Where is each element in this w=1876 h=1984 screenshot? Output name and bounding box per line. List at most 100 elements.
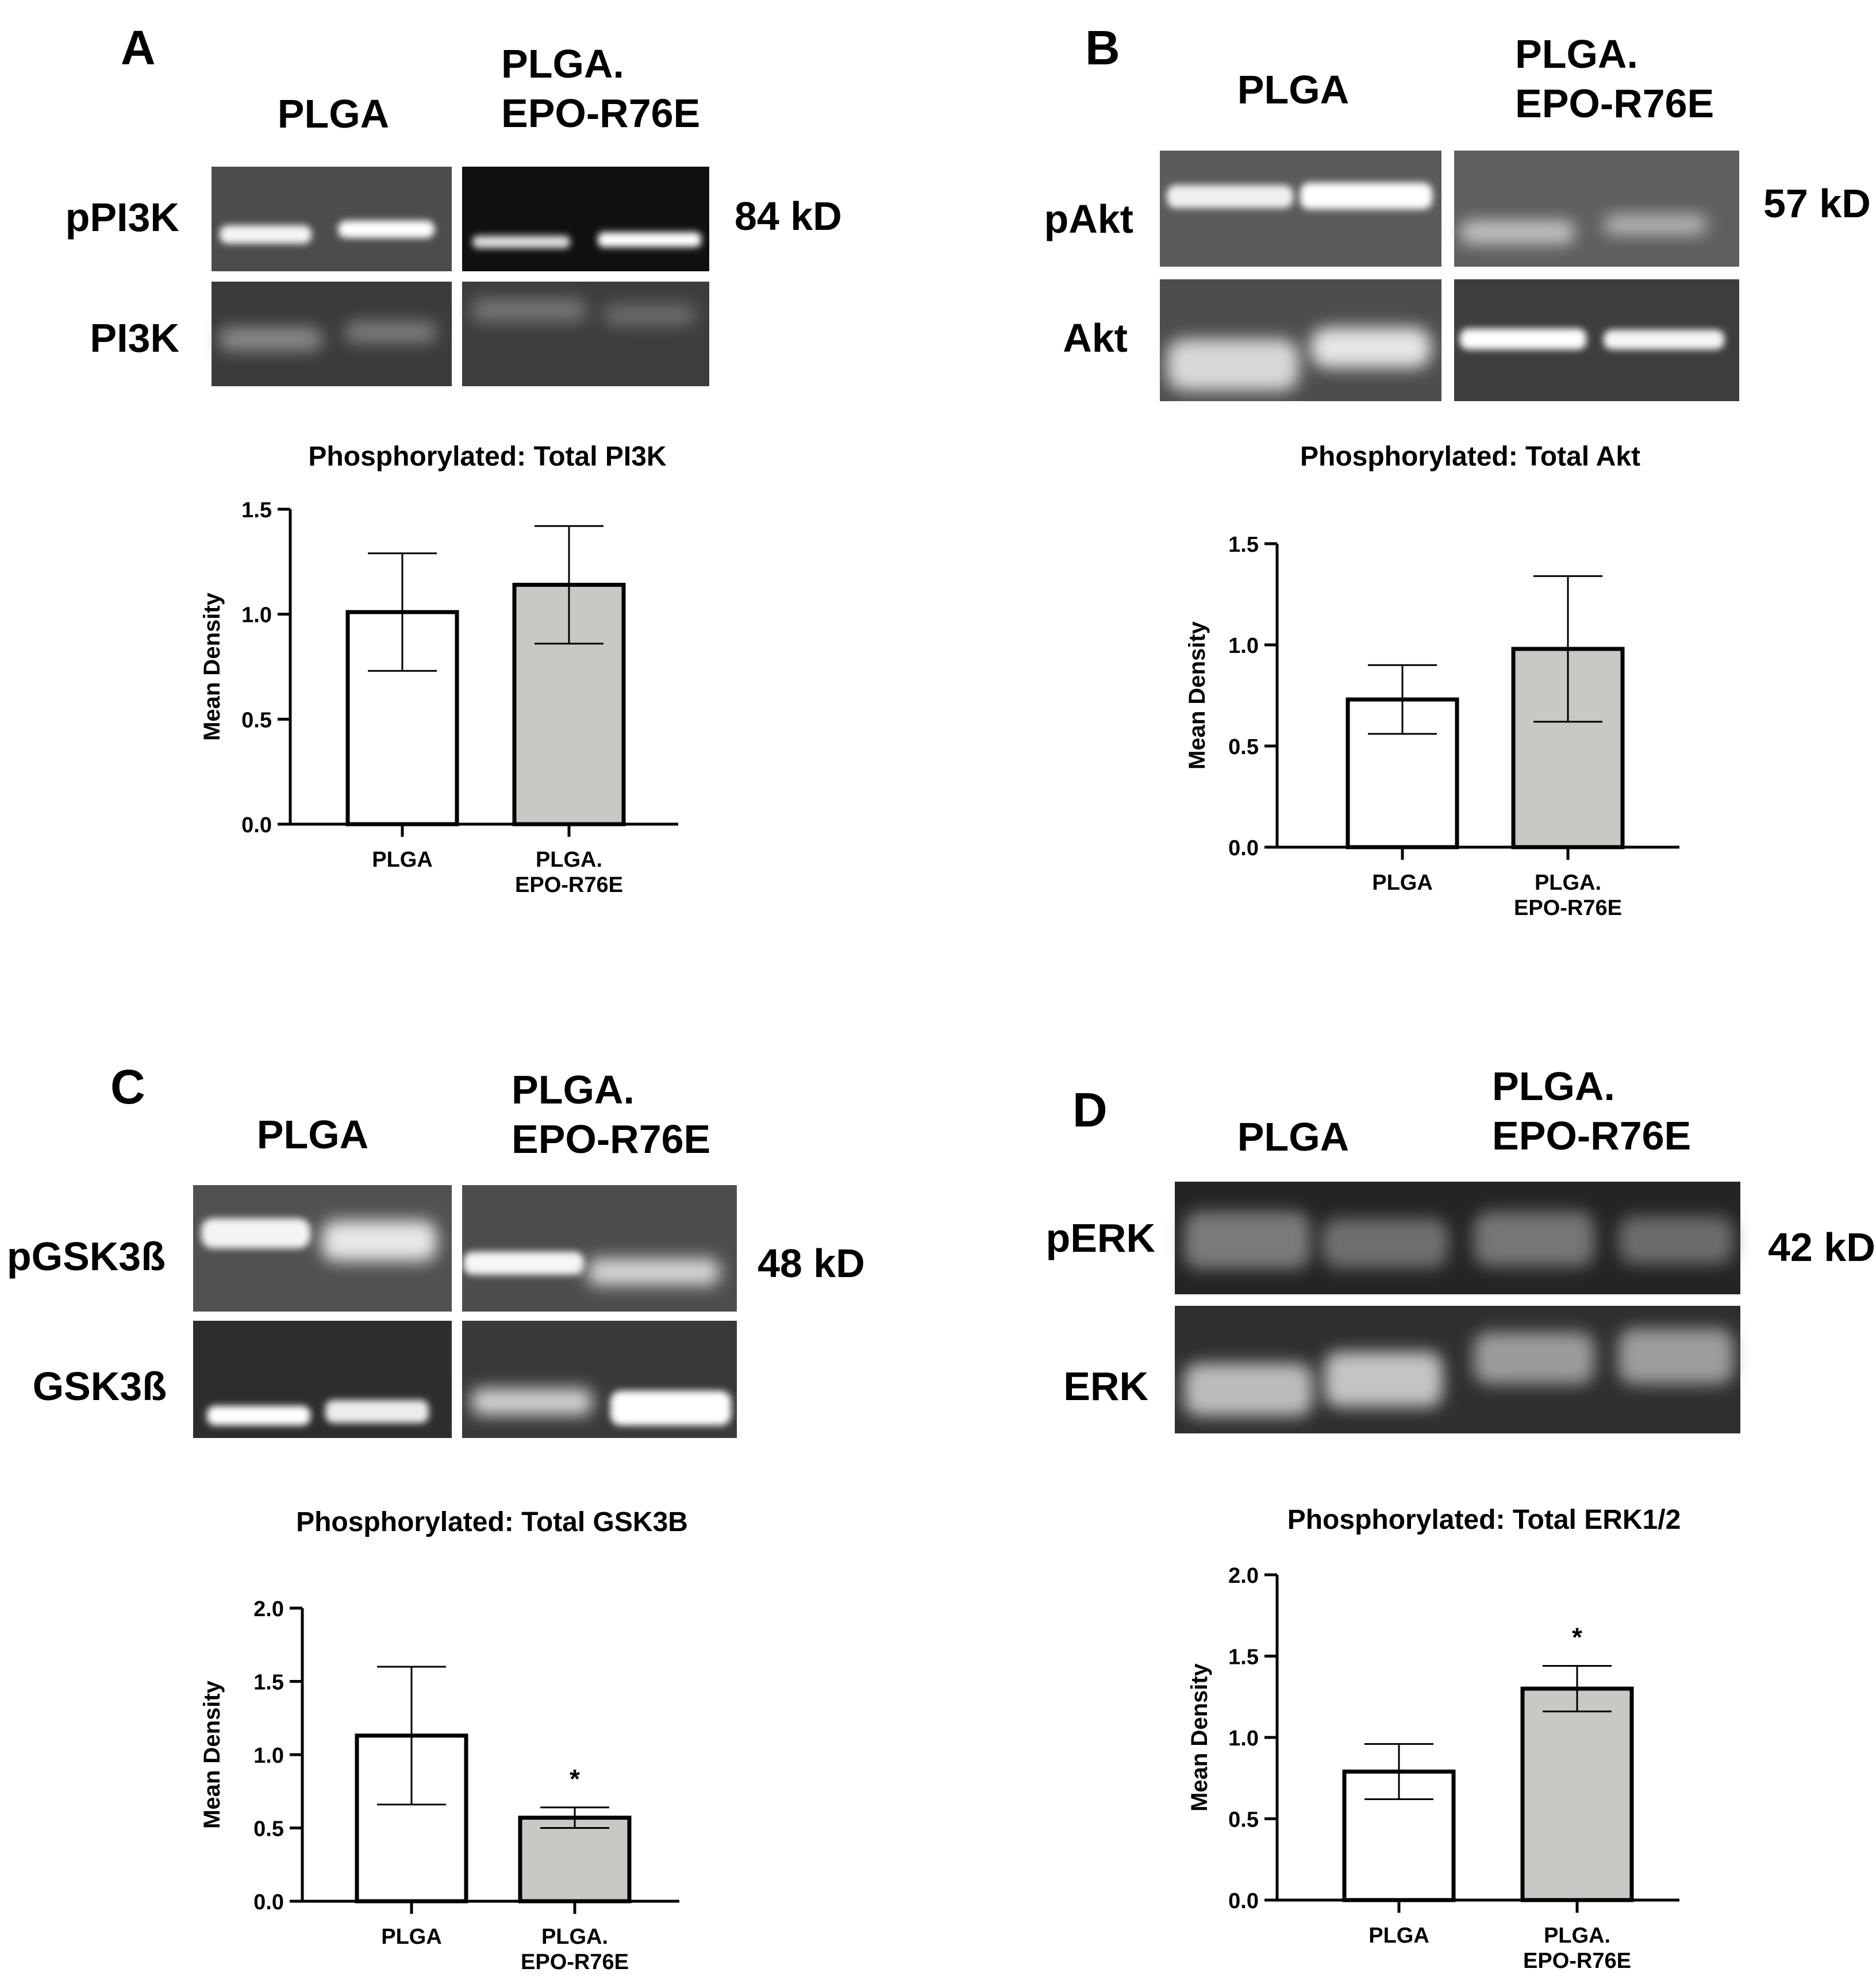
blot-group-label: PLGA bbox=[278, 91, 389, 136]
blot-band bbox=[1460, 329, 1586, 349]
significance-mark: * bbox=[1572, 1622, 1582, 1652]
blot-band bbox=[1167, 339, 1299, 391]
blot-image bbox=[193, 1185, 737, 1438]
blot-band bbox=[463, 1252, 584, 1275]
y-tick-label: 0.0 bbox=[241, 813, 272, 837]
bar-chart: 0.0 0.5 1.0 1.5 Mean Density PLGA PLGA. EPO-R76… bbox=[199, 498, 678, 897]
bar-chart: 0.0 0.5 1.0 1.5 2.0 Mean Density PLGA * PLGA. EPO… bbox=[199, 1597, 679, 1974]
blot-band bbox=[1184, 1363, 1313, 1416]
blot-kd-label: 84 kD bbox=[735, 194, 842, 239]
y-tick-label: 0.0 bbox=[253, 1890, 284, 1914]
blot-row-label: pAkt bbox=[1044, 197, 1133, 241]
chart-title: Phosphorylated: Total ERK1/2 bbox=[1287, 1505, 1681, 1535]
chart-title: Phosphorylated: Total Akt bbox=[1300, 441, 1640, 472]
blot-kd-label: 57 kD bbox=[1763, 181, 1871, 226]
panel-d: D PLGA PLGA. EPO-R76E pERK ERK 42 kD Phos… bbox=[1045, 1064, 1875, 1973]
blot-row-label: pPI3K bbox=[66, 195, 179, 240]
significance-mark: * bbox=[570, 1764, 580, 1794]
blot-band bbox=[1300, 183, 1432, 209]
y-tick-label: 1.5 bbox=[241, 498, 272, 522]
blot-band bbox=[471, 1389, 592, 1415]
y-tick-label: 0.5 bbox=[241, 708, 272, 732]
blot-band bbox=[610, 1391, 731, 1425]
blot-row-label: pERK bbox=[1045, 1216, 1155, 1260]
blot-band bbox=[218, 328, 322, 351]
blot-band bbox=[322, 1221, 437, 1261]
blot-band bbox=[338, 221, 435, 238]
x-tick-label: PLGA. EPO-R76E bbox=[1514, 871, 1622, 920]
blot-group-label: PLGA. EPO-R76E bbox=[1492, 1064, 1691, 1158]
panel-letter: A bbox=[121, 21, 156, 75]
y-axis-label: Mean Density bbox=[1185, 621, 1210, 770]
y-tick-label: 1.5 bbox=[1228, 533, 1259, 557]
panel-letter: D bbox=[1072, 1083, 1108, 1137]
y-tick-label: 1.0 bbox=[253, 1744, 284, 1768]
y-tick-label: 1.5 bbox=[253, 1671, 284, 1695]
blot-group-label: PLGA bbox=[1237, 67, 1349, 112]
y-tick-label: 1.0 bbox=[1228, 634, 1259, 658]
y-tick-label: 2.0 bbox=[253, 1597, 284, 1621]
blot-image bbox=[212, 167, 709, 386]
blot-band bbox=[1167, 185, 1293, 208]
bar-chart: 0.0 0.5 1.0 1.5 2.0 Mean Density PLGA * PLGA. EPO… bbox=[1187, 1564, 1679, 1973]
y-axis-label: Mean Density bbox=[199, 1680, 225, 1829]
x-tick-label: PLGA bbox=[381, 1925, 442, 1949]
blot-band bbox=[1322, 1218, 1448, 1268]
blot-image bbox=[1160, 151, 1739, 401]
blot-group-label: PLGA. EPO-R76E bbox=[512, 1067, 710, 1162]
y-axis-label: Mean Density bbox=[199, 592, 225, 741]
x-tick-label: PLGA. EPO-R76E bbox=[1523, 1924, 1631, 1973]
panel-letter: C bbox=[110, 1060, 145, 1114]
bar bbox=[518, 1816, 632, 1904]
blot-band bbox=[1619, 1216, 1733, 1264]
blot-band bbox=[1184, 1212, 1310, 1269]
bar-chart: 0.0 0.5 1.0 1.5 Mean Density PLGA PLGA. EPO-R76… bbox=[1185, 533, 1679, 920]
blot-band bbox=[1310, 328, 1431, 368]
blot-band bbox=[207, 1406, 310, 1425]
y-tick-label: 2.0 bbox=[1228, 1564, 1259, 1588]
blot-band bbox=[1604, 215, 1707, 234]
y-tick-label: 0.5 bbox=[1228, 735, 1259, 759]
blot-kd-label: 48 kD bbox=[758, 1241, 865, 1286]
blot-row-label: PI3K bbox=[90, 316, 179, 360]
y-tick-label: 0.5 bbox=[253, 1817, 284, 1841]
y-tick-label: 0.0 bbox=[1228, 1889, 1259, 1913]
chart-title: Phosphorylated: Total PI3K bbox=[308, 441, 667, 472]
y-tick-label: 0.5 bbox=[1228, 1808, 1259, 1832]
y-axis-label: Mean Density bbox=[1187, 1663, 1212, 1812]
blot-band bbox=[1460, 221, 1575, 244]
blot-band bbox=[201, 1218, 310, 1248]
blot-group-label: PLGA bbox=[1237, 1114, 1349, 1159]
panel-letter: B bbox=[1085, 21, 1120, 75]
blot-band bbox=[1619, 1329, 1733, 1384]
blot-band bbox=[603, 305, 695, 325]
x-tick-label: PLGA bbox=[1372, 871, 1433, 895]
bar bbox=[1520, 1686, 1634, 1902]
y-tick-label: 1.0 bbox=[1228, 1727, 1259, 1751]
blot-group-label: PLGA bbox=[257, 1112, 368, 1157]
blot-row-label: Akt bbox=[1063, 316, 1128, 360]
panel-b: B PLGA PLGA. EPO-R76E pAkt Akt 57 kD Phos… bbox=[1044, 21, 1870, 920]
y-tick-label: 1.5 bbox=[1228, 1645, 1259, 1670]
chart-title: Phosphorylated: Total GSK3B bbox=[296, 1507, 688, 1537]
x-tick-label: PLGA. EPO-R76E bbox=[521, 1925, 629, 1974]
x-tick-label: PLGA bbox=[1368, 1924, 1429, 1948]
blot-band bbox=[1474, 1332, 1594, 1384]
x-tick-label: PLGA. EPO-R76E bbox=[515, 848, 623, 897]
blot-row-label: pGSK3ß bbox=[7, 1234, 166, 1279]
blot-band bbox=[1474, 1212, 1594, 1267]
blot-kd-label: 42 kD bbox=[1768, 1225, 1875, 1270]
blot-band bbox=[471, 299, 586, 322]
blot-band bbox=[220, 225, 312, 244]
blot-row-label: GSK3ß bbox=[33, 1364, 167, 1409]
blot-band bbox=[1324, 1352, 1443, 1407]
y-tick-label: 1.0 bbox=[241, 603, 272, 628]
blot-image bbox=[1175, 1182, 1740, 1433]
blot-group-label: PLGA. EPO-R76E bbox=[501, 41, 700, 136]
blot-group-label: PLGA. EPO-R76E bbox=[1515, 32, 1714, 126]
blot-band bbox=[587, 1259, 720, 1285]
blot-band bbox=[1604, 330, 1724, 349]
panel-a: A PLGA PLGA. EPO-R76E pPI3K PI3K 84 kD Ph… bbox=[66, 21, 842, 897]
y-tick-label: 0.0 bbox=[1228, 836, 1259, 860]
